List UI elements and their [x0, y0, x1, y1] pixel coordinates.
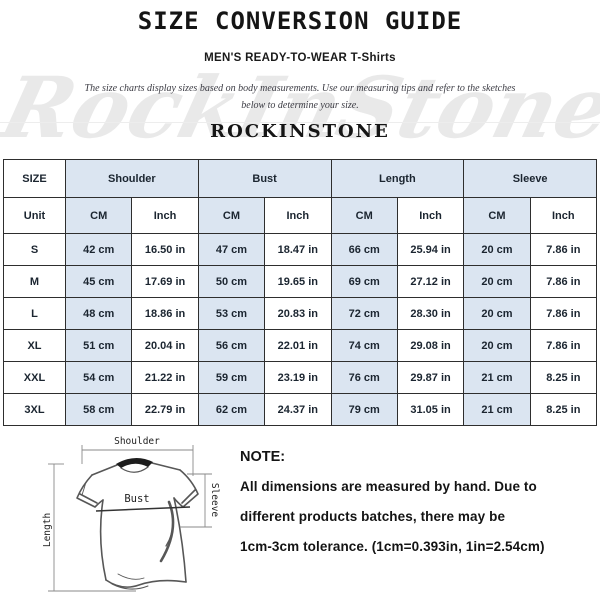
table-cell: 23.19 in	[264, 361, 332, 394]
table-cell: 18.47 in	[264, 233, 332, 266]
table-row-l: L 48 cm 18.86 in 53 cm 20.83 in 72 cm 28…	[3, 297, 598, 330]
table-cell: 22.79 in	[131, 393, 199, 426]
table-cell: 72 cm	[330, 297, 398, 330]
table-cell: 62 cm	[197, 393, 266, 426]
size-label: L	[3, 297, 66, 330]
note-line-1: All dimensions are measured by hand. Due…	[240, 479, 537, 494]
table-unit-row: Unit CM Inch CM Inch CM Inch CM Inch	[3, 197, 598, 234]
page-subtitle: MEN'S READY-TO-WEAR T-Shirts	[204, 52, 396, 64]
table-cell: 20.04 in	[131, 329, 199, 362]
table-cell: 18.86 in	[131, 297, 199, 330]
col-header-bust: Bust	[197, 159, 332, 198]
unit-cell: CM	[64, 197, 133, 234]
table-cell: 74 cm	[330, 329, 398, 362]
table-cell: 7.86 in	[529, 329, 598, 362]
table-cell: 29.87 in	[396, 361, 465, 394]
table-cell: 66 cm	[330, 233, 398, 266]
size-conversion-table: SIZE Shoulder Bust Length Sleeve Unit CM…	[3, 159, 598, 426]
col-header-sleeve: Sleeve	[463, 159, 597, 198]
table-cell: 24.37 in	[264, 393, 332, 426]
table-cell: 20.83 in	[264, 297, 332, 330]
table-cell: 76 cm	[330, 361, 398, 394]
size-label: XXL	[3, 361, 66, 394]
unit-label: Unit	[3, 197, 66, 234]
table-cell: 19.65 in	[264, 265, 332, 298]
unit-cell: CM	[197, 197, 266, 234]
table-header-row: SIZE Shoulder Bust Length Sleeve	[3, 159, 597, 198]
unit-cell: Inch	[131, 197, 199, 234]
table-row-xxl: XXL 54 cm 21.22 in 59 cm 23.19 in 76 cm …	[3, 361, 598, 394]
unit-cell: CM	[463, 197, 531, 234]
table-cell: 69 cm	[330, 265, 398, 298]
table-cell: 31.05 in	[396, 393, 465, 426]
table-cell: 56 cm	[197, 329, 266, 362]
header-section: SIZE CONVERSION GUIDE MEN'S READY-TO-WEA…	[0, 0, 600, 142]
table-cell: 20 cm	[463, 329, 531, 362]
table-cell: 20 cm	[463, 297, 531, 330]
unit-cell: Inch	[396, 197, 465, 234]
table-cell: 17.69 in	[131, 265, 199, 298]
table-row-m: M 45 cm 17.69 in 50 cm 19.65 in 69 cm 27…	[3, 265, 598, 298]
unit-cell: Inch	[264, 197, 332, 234]
table-cell: 42 cm	[64, 233, 133, 266]
table-row-3xl: 3XL 58 cm 22.79 in 62 cm 24.37 in 79 cm …	[3, 393, 598, 426]
tshirt-measurement-sketch: Shoulder Bust Length Sleeve	[42, 436, 220, 592]
table-cell: 7.86 in	[529, 265, 598, 298]
description-line-1: The size charts display sizes based on b…	[84, 83, 516, 94]
brand-wordmark: ROCKINSTONE	[210, 121, 390, 142]
size-label: M	[3, 265, 66, 298]
table-cell: 59 cm	[197, 361, 266, 394]
table-cell: 16.50 in	[131, 233, 199, 266]
table-cell: 8.25 in	[529, 361, 598, 394]
col-header-length: Length	[330, 159, 465, 198]
unit-cell: Inch	[529, 197, 598, 234]
note-line-2: different products batches, there may be	[240, 509, 506, 524]
page-title: SIZE CONVERSION GUIDE	[137, 7, 463, 35]
table-cell: 53 cm	[197, 297, 266, 330]
size-label: XL	[3, 329, 66, 362]
table-cell: 51 cm	[64, 329, 133, 362]
table-cell: 22.01 in	[264, 329, 332, 362]
col-header-shoulder: Shoulder	[65, 159, 199, 198]
table-cell: 48 cm	[64, 297, 133, 330]
table-cell: 54 cm	[64, 361, 133, 394]
sketch-label-bust: Bust	[124, 493, 149, 505]
table-cell: 21.22 in	[131, 361, 199, 394]
table-cell: 21 cm	[463, 361, 531, 394]
description-line-2: below to determine your size.	[241, 100, 359, 111]
table-cell: 25.94 in	[396, 233, 465, 266]
table-cell: 47 cm	[197, 233, 266, 266]
note-section: NOTE: All dimensions are measured by han…	[240, 442, 592, 562]
table-cell: 8.25 in	[529, 393, 598, 426]
table-cell: 28.30 in	[396, 297, 465, 330]
table-cell: 20 cm	[463, 233, 531, 266]
table-cell: 58 cm	[64, 393, 133, 426]
table-cell: 7.86 in	[529, 233, 598, 266]
table-cell: 27.12 in	[396, 265, 465, 298]
table-cell: 21 cm	[463, 393, 531, 426]
table-row-xl: XL 51 cm 20.04 in 56 cm 22.01 in 74 cm 2…	[3, 329, 598, 362]
divider-line	[0, 122, 600, 123]
sketch-label-sleeve: Sleeve	[209, 483, 220, 518]
sketch-label-length: Length	[42, 513, 53, 547]
note-heading: NOTE:	[240, 449, 286, 465]
size-label: 3XL	[3, 393, 66, 426]
table-cell: 7.86 in	[529, 297, 598, 330]
table-cell: 79 cm	[330, 393, 398, 426]
table-cell: 20 cm	[463, 265, 531, 298]
note-line-3: 1cm-3cm tolerance. (1cm=0.393in, 1in=2.5…	[240, 539, 545, 554]
description-text: The size charts display sizes based on b…	[0, 80, 600, 114]
table-cell: 29.08 in	[396, 329, 465, 362]
table-cell: 50 cm	[197, 265, 266, 298]
col-header-size: SIZE	[3, 159, 66, 198]
size-label: S	[3, 233, 66, 266]
unit-cell: CM	[330, 197, 398, 234]
table-row-s: S 42 cm 16.50 in 47 cm 18.47 in 66 cm 25…	[3, 233, 598, 266]
sketch-label-shoulder: Shoulder	[114, 436, 160, 447]
table-cell: 45 cm	[64, 265, 133, 298]
